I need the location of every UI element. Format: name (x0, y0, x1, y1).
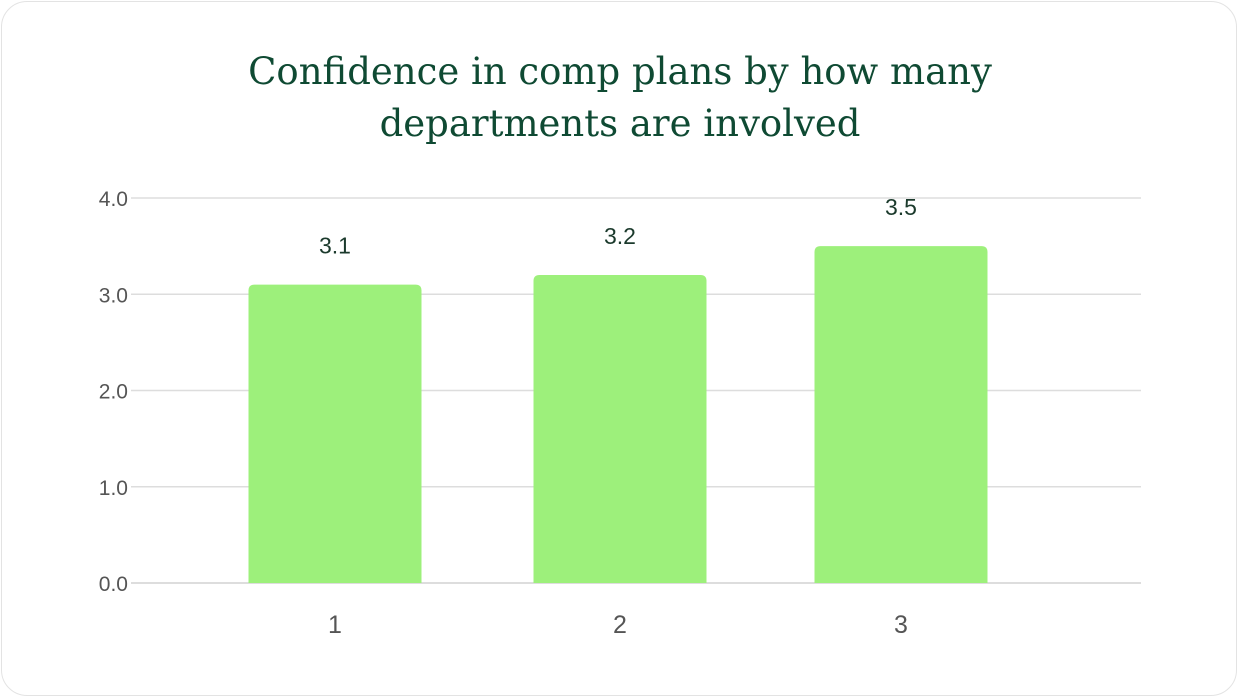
y-tick-label: 1.0 (99, 477, 128, 500)
data-label: 3.1 (319, 233, 351, 259)
chart-title: Confidence in comp plans by how many dep… (0, 46, 1240, 150)
data-label: 3.5 (885, 194, 917, 220)
chart-title-line-2: departments are involved (379, 102, 861, 145)
x-tick-label: 1 (328, 611, 342, 639)
bar-2 (533, 275, 707, 583)
x-tick-label: 2 (613, 611, 627, 639)
data-labels: 3.1 3.2 3.5 (319, 194, 917, 259)
data-label: 3.2 (604, 223, 636, 249)
y-axis-tick-labels: 0.0 1.0 2.0 3.0 4.0 (99, 188, 128, 596)
x-tick-label: 3 (894, 611, 908, 639)
y-tick-label: 0.0 (99, 573, 128, 596)
chart-title-line-1: Confidence in comp plans by how many (248, 50, 992, 93)
y-tick-label: 2.0 (99, 381, 128, 404)
y-tick-label: 4.0 (99, 188, 128, 211)
bar-3 (814, 246, 988, 583)
bars (248, 246, 988, 583)
x-axis-tick-labels: 1 2 3 (328, 611, 908, 639)
y-tick-label: 3.0 (99, 284, 128, 307)
bar-1 (248, 284, 422, 583)
